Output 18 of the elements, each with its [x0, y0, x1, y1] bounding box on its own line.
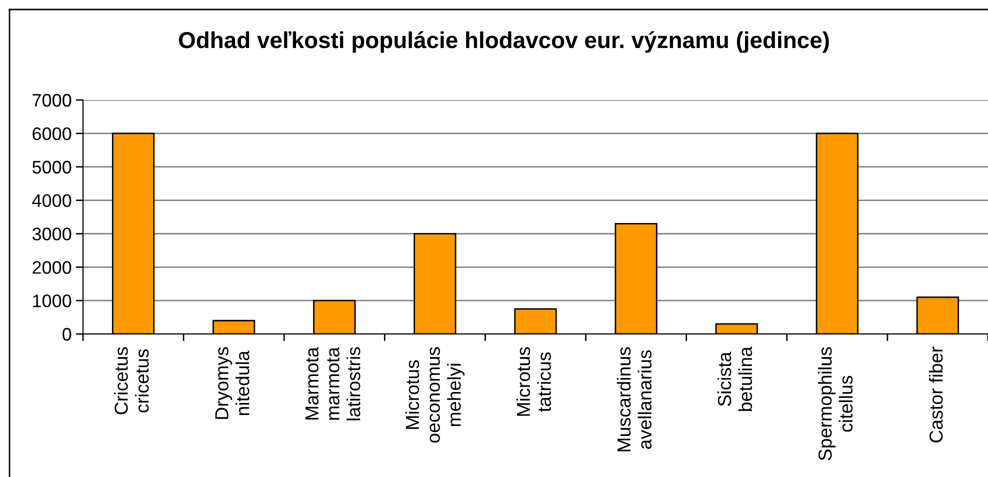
- y-tick-label: 0: [62, 328, 72, 341]
- y-tick-label: 5000: [32, 160, 72, 174]
- x-tick-label: Microtus oeconomus mehelyi: [405, 347, 465, 443]
- chart-title: Odhad veľkosti populácie hlodavcov eur. významu (jedince): [178, 31, 829, 53]
- x-tick-label: Castor fiber: [928, 346, 943, 442]
- y-tick-label: 7000: [32, 94, 72, 107]
- x-tick-label: Microtus tatricus: [516, 347, 551, 416]
- x-tick-label: Sicista betulina: [717, 346, 752, 411]
- y-tick-label: 1000: [33, 294, 72, 308]
- x-tick-label: Dryomys nitedula: [215, 347, 250, 419]
- y-tick-label: 3000: [32, 228, 72, 240]
- x-tick-label: Marmota marmota latirostris: [305, 347, 360, 420]
- x-tick-label: Muscardinus avellanarius: [616, 347, 652, 452]
- y-tick-label: 6000: [32, 127, 72, 140]
- x-tick-label: Spermophilus citellus: [818, 347, 853, 460]
- x-tick-label: Cricetus cricetus: [114, 347, 149, 414]
- y-tick-label: 4000: [32, 194, 72, 208]
- y-tick-label: 2000: [32, 261, 72, 274]
